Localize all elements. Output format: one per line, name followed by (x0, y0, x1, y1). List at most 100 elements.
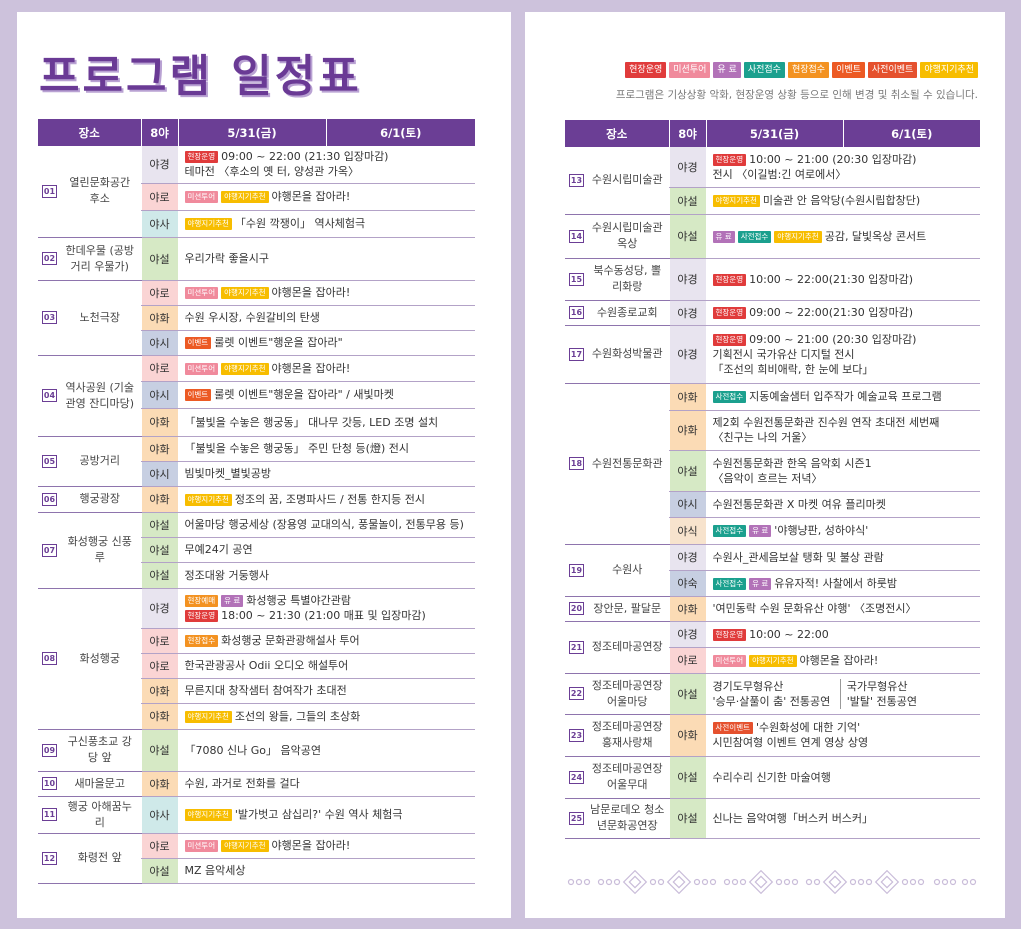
place-cell: 02 한데우물 (공방거리 우물가) (38, 237, 141, 281)
program-cell: 현장운영 09:00 ~ 22:00 (21:30 입장마감) 테마전 〈후소의 옛… (178, 146, 475, 184)
table-row: 야로 미션투어 야행지기추천 야행몬을 잡아라! (565, 647, 980, 674)
left-page: 프로그램 일정표 장소 8야 5/31(금) 6/1(토) 01 열린문화공간 후… (17, 12, 511, 918)
legend-onsite-accept: 현장접수 (787, 62, 830, 78)
decorative-ornament (567, 870, 977, 894)
header-night8: 8야 (668, 120, 706, 147)
table-row: 야숙 사전접수 유 료 유유자적! 사찰에서 하룻밤 (565, 570, 980, 597)
table-row: 야설 수원전통문화관 한옥 음악회 시즌1 〈음악이 흐르는 저녁〉 (565, 450, 980, 492)
header-day1: 5/31(금) (177, 119, 326, 146)
table-row: 14 수원시립미술관 옥상 야설 유 료 사전접수 야행지기추천 공감, 달빛옥상 콘서… (565, 214, 980, 259)
table-row: 13 수원시립미술관 야경 현장운영 10:00 ~ 21:00 (20:30 입장… (565, 147, 980, 215)
place-cell: 10 새마을문고 (38, 771, 141, 797)
header-night8: 8야 (140, 119, 178, 146)
place-cell: 11 행궁 아해꿈누리 (38, 796, 141, 834)
table-row: 18 수원전통문화관 야화 사전접수 지동예술샘터 입주작가 예술교육 프로그램 (565, 383, 980, 545)
place-cell: 24 정조테마공연장 어울무대 (565, 756, 669, 799)
header-day2: 6/1(토) (325, 119, 475, 146)
schedule-table-right: 장소 8야 5/31(금) 6/1(토) 13 수원시립미술관 야경 현장운영 10… (565, 120, 980, 839)
table-row: 12 화령전 앞 야로 미션투어 야행지기추천 야행몬을 잡아라! (38, 833, 475, 884)
place-cell: 17 수원화성박물관 (565, 325, 669, 384)
notice-text: 프로그램은 기상상황 악화, 현장운영 상황 등으로 인해 변경 및 취소될 수… (615, 89, 978, 101)
place-cell: 15 북수동성당, 뽈리화랑 (565, 258, 669, 301)
place-number: 01 (42, 184, 57, 198)
table-row: 야설 정조대왕 거둥행사 (38, 562, 475, 589)
legend-onsite: 현장운영 (625, 62, 667, 78)
table-row: 03 노천극장 야로 미션투어 야행지기추천 야행몬을 잡아라! (38, 280, 475, 356)
legend-pre-event: 사전이벤트 (867, 62, 918, 78)
place-cell: 14 수원시립미술관 옥상 (565, 214, 669, 259)
time-label: 야경 (140, 146, 179, 184)
table-row: 20 장안문, 팔달문 야화 '여민동락 수원 문화유산 야행' 〈조명전시〉 (565, 596, 980, 622)
table-row: 야화 야행지기추천 조선의 왕들, 그들의 초상화 (38, 703, 475, 730)
program-cell: 미션투어 야행지기추천 야행몬을 잡아라! (178, 183, 475, 211)
place-cell: 25 남문로데오 청소년문화공연장 (565, 798, 669, 839)
table-row: 야화 「불빛을 수놓은 행궁동」 대나무 갓등, LED 조명 설치 (38, 408, 475, 437)
table-header: 장소 8야 5/31(금) 6/1(토) (565, 120, 980, 147)
time-label: 야사 (140, 210, 179, 238)
table-row: 야설 무예24기 공연 (38, 537, 475, 563)
place-cell: 19 수원사 (565, 544, 669, 597)
table-row: 야화 제2회 수원전통문화관 진수원 연작 초대전 세번째 〈친구는 나의 거울〉 (565, 410, 980, 451)
table-row: 야시 빔빛마켓_별빛공방 (38, 461, 475, 487)
table-row: 야로 현장접수 화성행궁 문화관광해설사 투어 (38, 628, 475, 654)
header-place: 장소 (565, 120, 669, 147)
place-cell: 22 정조테마공연장 어울마당 (565, 673, 669, 715)
legend-paid: 유 료 (713, 62, 741, 78)
table-row: 21 정조테마공연장 야경 현장운영 10:00 ~ 22:00 (565, 621, 980, 674)
header-place: 장소 (38, 119, 141, 146)
table-row: 야화 수원 우시장, 수원갈비의 탄생 (38, 305, 475, 331)
table-row: 24 정조테마공연장 어울무대 야설 수리수리 신기한 마술여행 (565, 756, 980, 799)
place-cell: 01 열린문화공간 후소 (38, 146, 141, 238)
table-row: 19 수원사 야경 수원사_관세음보살 탱화 및 불상 관람 (565, 544, 980, 597)
place-cell: 20 장안문, 팔달문 (565, 596, 669, 622)
table-row: 야사 야행지기추천 「수원 깍쟁이」 역사체험극 (38, 210, 475, 238)
table-row: 15 북수동성당, 뽈리화랑 야경 현장운영 10:00 ~ 22:00(21:30… (565, 258, 980, 301)
legend-mission: 미션투어 (669, 62, 711, 78)
page-title: 프로그램 일정표 (39, 51, 362, 102)
place-cell: 21 정조테마공연장 (565, 621, 669, 674)
right-page: 현장운영 미션투어 유 료 사전접수 현장접수 이벤트 사전이벤트 야행지기추천… (525, 12, 1005, 918)
legend-pre-accept: 사전접수 (743, 62, 785, 78)
table-row: 야화 무른지대 창작샘터 참여작가 초대전 (38, 678, 475, 704)
table-row: 야시 수원전통문화관 X 마켓 여유 플리마켓 (565, 491, 980, 518)
legend-event: 이벤트 (832, 62, 865, 78)
time-label: 야로 (140, 183, 179, 211)
table-row: 야설 MZ 음악세상 (38, 858, 475, 884)
place-cell: 04 역사공원 (기술관영 잔디마당) (38, 355, 141, 437)
table-row: 17 수원화성박물관 야경 현장운영 09:00 ~ 21:00 (20:30 입장… (565, 325, 980, 384)
table-row: 야로 미션투어 야행지기추천 야행몬을 잡아라! (38, 183, 475, 211)
table-row: 23 정조테마공연장 홍재사랑채 야화 사전이벤트 '수원화성에 대한 기억' 시민참… (565, 714, 980, 757)
place-cell: 03 노천극장 (38, 280, 141, 356)
program-cell: 야행지기추천 「수원 깍쟁이」 역사체험극 (178, 210, 475, 238)
table-row: 10 새마을문고 야화 수원, 과거로 전화를 걸다 (38, 771, 475, 797)
place-cell: 23 정조테마공연장 홍재사랑채 (565, 714, 669, 757)
table-row: 11 행궁 아해꿈누리 야사 야행지기추천 '발가벗고 삼십리?' 수원 역사 체험… (38, 796, 475, 834)
schedule-table-left: 장소 8야 5/31(금) 6/1(토) 01 열린문화공간 후소 야경 현장운영… (38, 119, 475, 884)
place-cell: 18 수원전통문화관 (565, 383, 669, 545)
table-row: 05 공방거리 야화 「불빛을 수놓은 행궁동」 주민 단청 등(燈) 전시 (38, 436, 475, 487)
table-row: 01 열린문화공간 후소 야경 현장운영 09:00 ~ 22:00 (21:30 … (38, 146, 475, 238)
place-cell: 12 화령전 앞 (38, 833, 141, 884)
table-row: 야설 야행지기추천 미술관 안 음악당(수원시립합창단) (565, 187, 980, 215)
legend-recommend: 야행지기추천 (920, 62, 978, 78)
table-row: 08 화성행궁 야경 현장예매 유 료 화성행궁 특별야간관람 현장운영 18:00 ~ … (38, 588, 475, 730)
table-row: 야식 사전접수 유 료 '야행냥판, 성하야식' (565, 517, 980, 545)
place-cell: 05 공방거리 (38, 436, 141, 487)
place-cell: 06 행궁광장 (38, 486, 141, 513)
header-day1: 5/31(금) (705, 120, 843, 147)
place-cell: 07 화성행궁 신풍루 (38, 512, 141, 589)
table-row: 25 남문로데오 청소년문화공연장 야설 신나는 음악여행「버스커 버스커」 (565, 798, 980, 839)
header-day2: 6/1(토) (842, 120, 980, 147)
place-cell: 09 구신풍초교 강당 앞 (38, 729, 141, 772)
table-row: 09 구신풍초교 강당 앞 야설 「7080 신나 Go」 음악공연 (38, 729, 475, 772)
legend: 현장운영 미션투어 유 료 사전접수 현장접수 이벤트 사전이벤트 야행지기추천 (625, 62, 978, 78)
table-header: 장소 8야 5/31(금) 6/1(토) (38, 119, 475, 146)
place-cell: 16 수원종로교회 (565, 300, 669, 326)
table-row: 06 행궁광장 야화 야행지기추천 정조의 꿈, 조명파사드 / 전통 한지등 전시 (38, 486, 475, 513)
table-row: 16 수원종로교회 야경 현장운영 09:00 ~ 22:00(21:30 입장마감… (565, 300, 980, 326)
table-row: 22 정조테마공연장 어울마당 야설 경기도무형유산 '승무·살풀이 춤' 전통공연… (565, 673, 980, 715)
place-name: 열린문화공간 후소 (69, 176, 131, 206)
table-row: 야시 이벤트 룰렛 이벤트"행운을 잡아라" / 새빛마켓 (38, 381, 475, 409)
place-cell: 08 화성행궁 (38, 588, 141, 730)
table-row: 04 역사공원 (기술관영 잔디마당) 야로 미션투어 야행지기추천 야행몬을 잡아라… (38, 355, 475, 437)
